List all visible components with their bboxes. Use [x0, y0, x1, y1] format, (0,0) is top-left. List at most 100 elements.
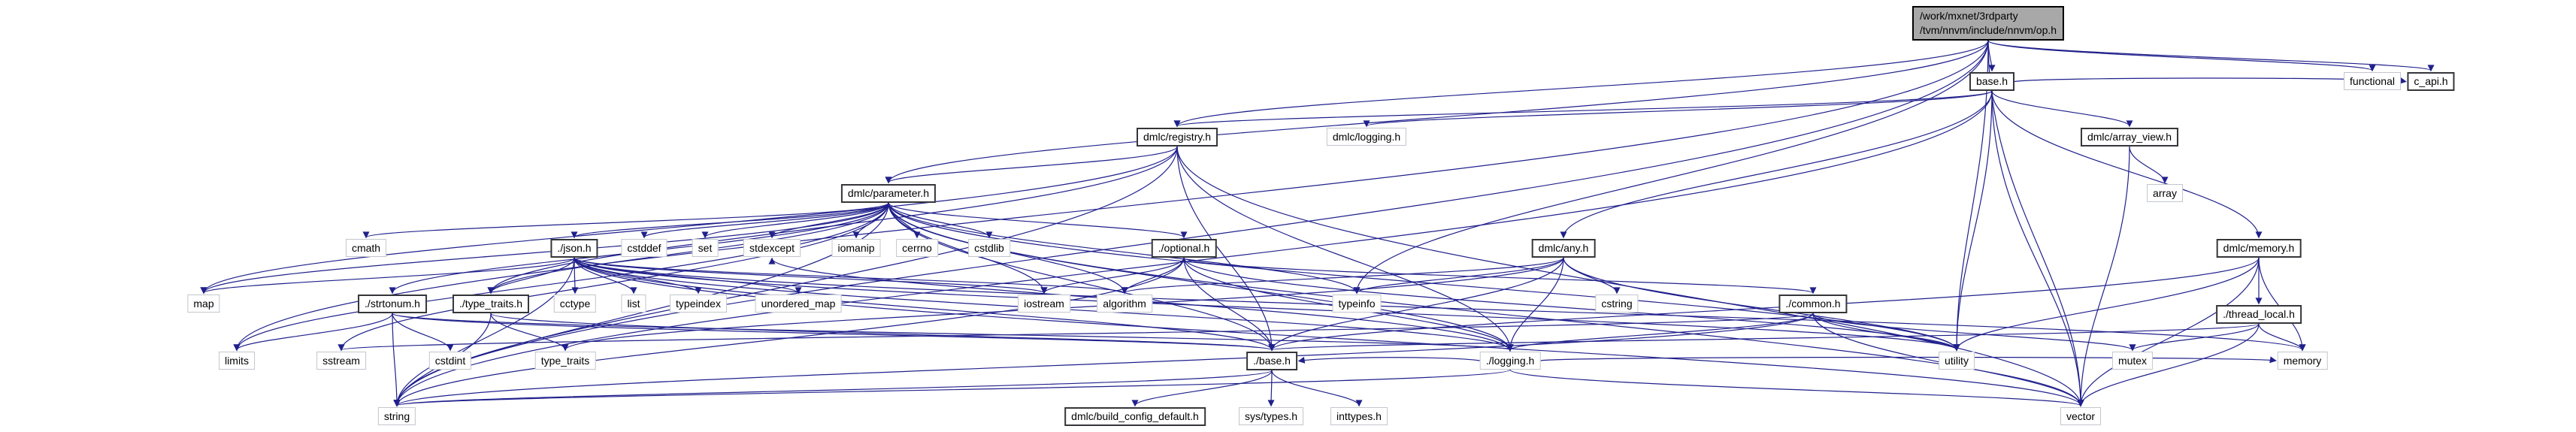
node-strtonum[interactable]: ./strtonum.h	[358, 295, 427, 313]
node-array-view[interactable]: dmlc/array_view.h	[2080, 128, 2179, 147]
edge-common-to-sstream	[338, 313, 1814, 352]
edge-dot_base-to-string	[394, 370, 1273, 407]
edge-optional-to-common	[1183, 257, 1817, 295]
node-iostream: iostream	[1018, 295, 1070, 313]
edge-strtonum-to-dot_logging	[392, 313, 1513, 352]
edge-json-to-string	[393, 257, 575, 407]
edge-op_h-to-c_api_h	[1987, 40, 2435, 72]
edge-strtonum-to-string	[392, 313, 401, 407]
edge-json-to-dot_base	[574, 257, 1276, 352]
edge-op_h-to-limits	[233, 40, 1989, 352]
node-typeindex: typeindex	[670, 295, 727, 313]
node-optional[interactable]: ./optional.h	[1151, 239, 1217, 258]
edge-parameter-to-utility	[888, 202, 1960, 352]
edge-strtonum-to-dot_base	[392, 313, 1275, 352]
edge-dot_base-to-build_config	[1131, 370, 1273, 407]
node-build-config[interactable]: dmlc/build_config_default.h	[1064, 407, 1206, 426]
edge-dot_logging-to-string	[394, 369, 1511, 407]
node-cerrno: cerrno	[896, 239, 938, 257]
edge-any-to-dot_base	[1268, 257, 1564, 352]
node-cstddef: cstddef	[621, 239, 667, 257]
node-string: string	[377, 407, 416, 425]
edge-parameter-to-type_traits_h	[487, 202, 889, 295]
edge-registry-to-map	[200, 146, 1178, 295]
node-any[interactable]: dmlc/any.h	[1531, 239, 1596, 258]
node-parameter[interactable]: dmlc/parameter.h	[840, 184, 937, 203]
node-c-api-h[interactable]: c_api.h	[2407, 72, 2455, 91]
node-dmlc-memory[interactable]: dmlc/memory.h	[2216, 239, 2302, 258]
edge-dmlc_memory-to-memory	[2258, 257, 2306, 352]
edge-thread_local-to-vector	[2077, 323, 2260, 407]
edge-dot_logging-to-vector	[1509, 369, 2084, 407]
edge-optional-to-utility	[1183, 257, 1960, 352]
edge-base_h-to-dmlc_logging	[1363, 90, 1993, 128]
node-sstream: sstream	[316, 352, 366, 370]
edge-base_h-to-vector	[1991, 90, 2084, 407]
edge-registry-to-dot_base	[1176, 146, 1276, 352]
node-memory: memory	[2277, 352, 2328, 370]
edge-parameter-to-dot_logging	[888, 202, 1514, 352]
edge-thread_local-to-mutex	[2129, 323, 2260, 352]
root-node-op-h: /work/mxnet/3rdparty /tvm/nnvm/include/n…	[1912, 6, 2065, 41]
node-registry[interactable]: dmlc/registry.h	[1137, 128, 1218, 147]
edge-common-to-utility	[1812, 313, 1960, 352]
node-dmlc-logging: dmlc/logging.h	[1326, 128, 1407, 146]
edge-dmlc_memory-to-utility	[1953, 257, 2260, 352]
node-base-h[interactable]: base.h	[1969, 72, 2015, 91]
node-dot-base[interactable]: ./base.h	[1246, 352, 1297, 370]
node-cctype: cctype	[553, 295, 597, 313]
node-cstdlib: cstdlib	[968, 239, 1010, 257]
edge-dot_base-to-sys_types	[1267, 370, 1275, 407]
edge-common-to-dot_logging	[1506, 313, 1814, 352]
edge-op_h-to-vector	[1987, 40, 2084, 407]
node-functional: functional	[2344, 72, 2401, 90]
edge-op_h-to-parameter	[885, 40, 1989, 184]
edge-dmlc_memory-to-dot_base	[1268, 257, 2260, 352]
edge-strtonum-to-limits	[233, 313, 393, 352]
node-dot-logging: ./logging.h	[1479, 352, 1541, 370]
node-iomanip: iomanip	[831, 239, 881, 257]
edge-base_h-to-any	[1560, 90, 1993, 239]
edge-parameter-to-stdexcept	[768, 202, 889, 239]
edge-any-to-cstring	[1563, 257, 1621, 295]
node-type-traits-h[interactable]: ./type_traits.h	[452, 295, 530, 313]
node-json[interactable]: ./json.h	[550, 239, 598, 258]
node-cstring: cstring	[1595, 295, 1639, 313]
edge-optional-to-iostream	[1040, 257, 1185, 295]
edge-array_view-to-vector	[2077, 146, 2130, 407]
edge-base_h-to-utility	[1953, 90, 1993, 352]
edge-op_h-to-string	[393, 40, 1989, 407]
edge-op_h-to-registry	[1173, 40, 1989, 128]
edge-json-to-vector	[574, 257, 2084, 407]
node-type-traits: type_traits	[534, 352, 596, 370]
edge-common-to-string	[393, 313, 1814, 407]
edge-parameter-to-sstream	[338, 202, 889, 352]
node-array: array	[2147, 184, 2183, 202]
node-map: map	[187, 295, 220, 313]
edge-base_h-to-array_view	[1991, 90, 2133, 128]
edge-type_traits_h-to-dot_base	[490, 313, 1275, 352]
edge-parameter-to-set	[701, 202, 889, 239]
node-thread-local[interactable]: ./thread_local.h	[2216, 305, 2302, 324]
node-unordered-map: unordered_map	[755, 295, 842, 313]
edge-dot_logging-to-memory	[1540, 356, 2277, 364]
edge-parameter-to-map	[200, 202, 889, 295]
node-vector: vector	[2060, 407, 2102, 425]
edge-thread_local-to-dot_base	[1269, 323, 2260, 352]
edge-parameter-to-iostream	[888, 202, 1048, 295]
edge-registry-to-parameter	[885, 146, 1178, 184]
edge-thread_local-to-memory	[2258, 323, 2306, 352]
node-cmath: cmath	[345, 239, 387, 257]
edge-json-to-cctype	[571, 257, 579, 295]
node-stdexcept: stdexcept	[743, 239, 801, 257]
node-algorithm: algorithm	[1097, 295, 1152, 313]
edge-dot_base-to-inttypes	[1271, 370, 1363, 407]
edge-base_h-to-dmlc_memory	[1991, 90, 2263, 239]
node-utility: utility	[1939, 352, 1975, 370]
edge-op_h-to-functional	[1987, 40, 2376, 72]
edge-parameter-to-limits	[233, 202, 889, 352]
node-common[interactable]: ./common.h	[1778, 295, 1848, 313]
edge-op_h-to-typeinfo	[1353, 40, 1989, 295]
edge-base_h-to-registry	[1174, 90, 1993, 128]
